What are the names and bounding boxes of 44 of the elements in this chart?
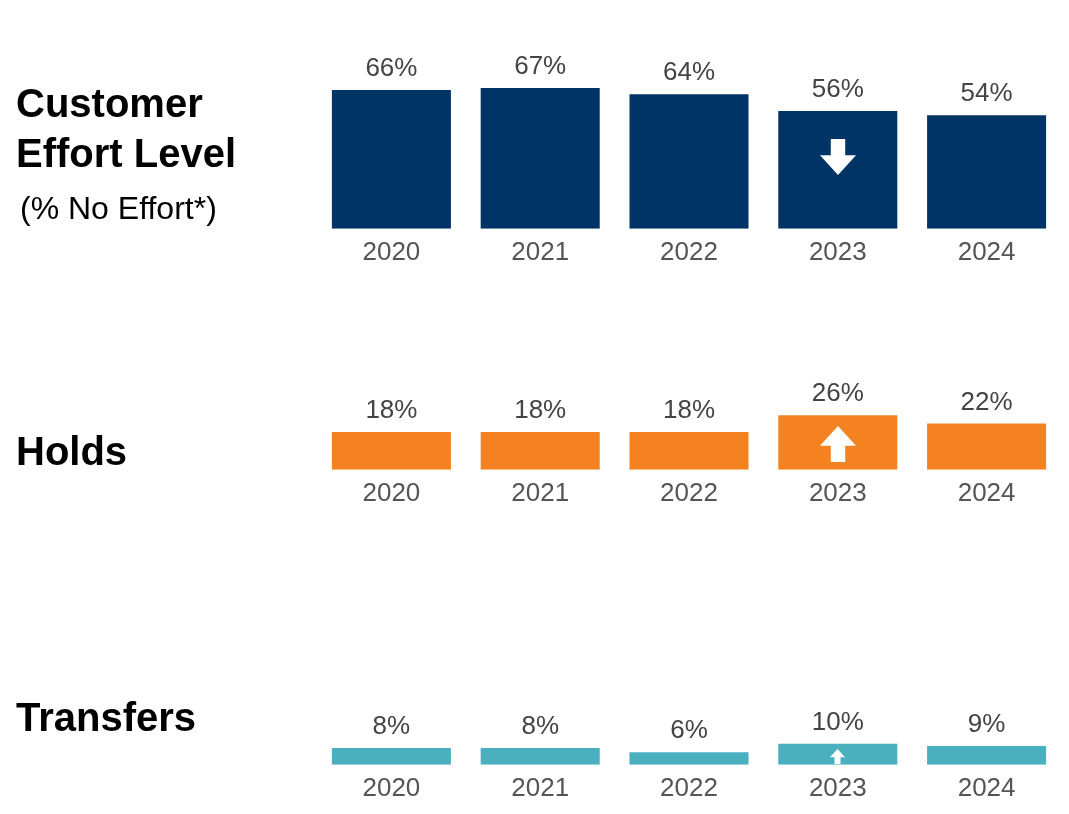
data-label: 64% (662, 56, 716, 87)
data-label: 8% (521, 710, 559, 741)
text: (% No Effort*) (20, 190, 218, 227)
x-tick-label: 2022 (660, 476, 718, 507)
x-tick-label: 2021 (511, 771, 570, 802)
x-tick-label: 2023 (808, 771, 867, 802)
chart-title: Transfers (16, 694, 198, 741)
x-tick-label: 2020 (362, 771, 421, 802)
bar (629, 752, 749, 765)
bar (778, 743, 898, 765)
x-tick-label: 2024 (957, 476, 1016, 507)
data-label: 56% (811, 73, 864, 104)
x-tick-label: 2020 (362, 476, 421, 507)
data-label: 9% (967, 708, 1006, 739)
x-tick-label: 2022 (660, 771, 718, 802)
bar (629, 94, 749, 229)
bar (927, 745, 1047, 765)
chart-title: Holds (16, 428, 129, 475)
x-tick-label: 2021 (511, 235, 570, 266)
x-tick-label: 2024 (957, 771, 1016, 802)
data-label: 67% (514, 50, 567, 81)
bar (480, 747, 600, 765)
text: Customer Effort Level (16, 80, 238, 177)
bar (331, 747, 451, 765)
x-tick-label: 2021 (511, 476, 570, 507)
x-tick-label: 2020 (362, 235, 421, 266)
bar (331, 90, 451, 229)
x-tick-label: 2022 (660, 235, 718, 266)
bar (778, 111, 898, 229)
x-tick-label: 2023 (808, 235, 867, 266)
data-label: 26% (811, 377, 864, 408)
data-label: 6% (670, 714, 708, 745)
data-label: 18% (662, 394, 716, 425)
data-label: 18% (365, 394, 418, 425)
data-label: 8% (372, 710, 411, 741)
bar (480, 88, 600, 229)
data-label: 66% (365, 52, 418, 83)
data-label: 10% (811, 705, 864, 736)
x-tick-label: 2023 (808, 476, 867, 507)
data-label: 54% (960, 77, 1013, 108)
bar (927, 115, 1047, 229)
data-label: 18% (514, 394, 567, 425)
data-label: 22% (960, 385, 1013, 416)
x-tick-label: 2024 (957, 235, 1016, 266)
